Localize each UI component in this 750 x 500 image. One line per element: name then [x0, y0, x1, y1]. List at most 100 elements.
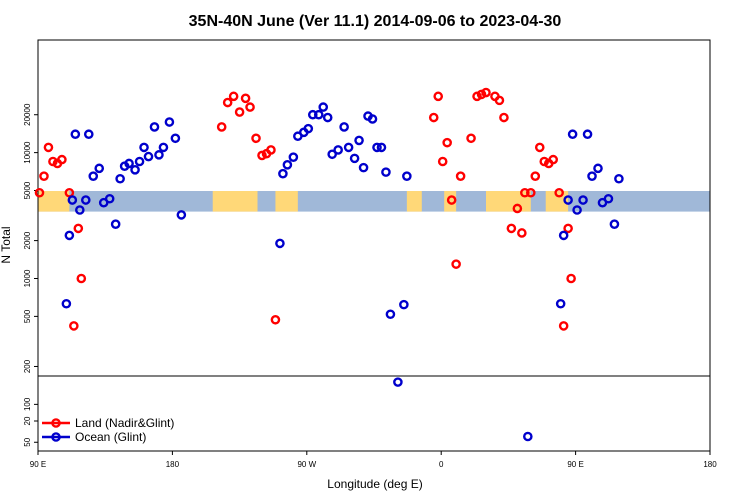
ocean-point	[563, 195, 573, 205]
land-point	[234, 107, 245, 117]
y-tick-label: 20	[23, 416, 32, 425]
ocean-point	[70, 129, 81, 140]
ocean-point	[327, 149, 337, 160]
ocean-point	[176, 210, 187, 220]
ocean-point	[88, 171, 99, 181]
ocean-point	[313, 109, 324, 120]
land-point	[548, 154, 559, 165]
ocean-point	[75, 205, 85, 215]
land-point	[266, 145, 276, 155]
x-tick-label: 180	[166, 460, 180, 469]
ocean-point	[393, 377, 403, 387]
ocean-point	[149, 122, 160, 132]
land-point	[257, 150, 267, 161]
y-tick-label: 20000	[23, 103, 32, 126]
land-point	[520, 187, 530, 198]
land-point	[466, 133, 476, 144]
land-point	[455, 171, 466, 181]
ocean-point	[372, 142, 382, 153]
band-land-segment	[444, 191, 457, 212]
y-tick-label: 10000	[23, 141, 32, 164]
ocean-point	[130, 165, 140, 175]
land-point	[476, 89, 487, 100]
ocean-point	[83, 129, 94, 140]
y-tick-label: 50	[23, 437, 32, 446]
ocean-point	[402, 171, 412, 181]
ocean-point	[376, 142, 387, 153]
land-point	[446, 195, 457, 205]
land-point	[499, 112, 509, 123]
land-point	[222, 97, 233, 108]
ocean-point	[104, 193, 115, 204]
land-point	[451, 259, 461, 269]
ocean-point	[578, 195, 588, 205]
land-point	[245, 102, 255, 112]
ocean-point	[80, 195, 91, 205]
y-tick-label: 2000	[23, 231, 32, 249]
ocean-point	[303, 123, 314, 134]
x-axis: 90 E 180 90 W 0 90 E 180	[30, 451, 717, 469]
ocean-point	[139, 142, 149, 153]
land-point	[433, 91, 444, 102]
band-ocean	[38, 191, 710, 212]
land-point	[554, 187, 564, 198]
ocean-point	[278, 168, 288, 179]
land-point	[526, 187, 536, 198]
x-tick-label: 0	[439, 460, 444, 469]
ocean-point	[609, 219, 620, 229]
x-tick-label: 90 E	[30, 460, 46, 469]
ocean-point	[154, 150, 164, 160]
land-point	[442, 137, 452, 148]
band-land-segment	[212, 191, 258, 212]
x-tick-label: 180	[703, 460, 717, 469]
ocean-point	[322, 112, 333, 123]
legend-marker	[51, 418, 61, 428]
land-point	[481, 87, 491, 98]
ocean-point	[614, 173, 624, 184]
ocean-point	[349, 153, 360, 164]
ocean-point	[124, 158, 134, 169]
land-point	[563, 223, 573, 234]
land-point	[530, 171, 541, 181]
x-tick-label: 90 E	[567, 460, 583, 469]
y-tick-label: 200	[23, 359, 32, 373]
ocean-point	[282, 160, 293, 170]
ocean-point	[572, 205, 582, 215]
land-point	[69, 321, 79, 331]
ocean-point	[64, 230, 75, 241]
land-point	[517, 228, 527, 238]
ocean-point	[110, 219, 121, 229]
land-point	[43, 142, 54, 153]
ocean-point	[275, 238, 285, 249]
land-point	[437, 156, 448, 167]
ocean-point	[164, 117, 175, 127]
ocean-point	[603, 193, 614, 204]
ocean-point	[582, 129, 593, 140]
x-tick-label: 90 W	[297, 460, 316, 469]
land-point	[506, 223, 517, 234]
ocean-point	[354, 135, 364, 146]
band-land-segment	[275, 191, 298, 212]
land-point	[566, 273, 576, 284]
land-point	[34, 187, 45, 198]
land-point	[270, 314, 281, 325]
land-point	[228, 91, 239, 102]
ocean-point	[143, 151, 154, 162]
ocean-point	[318, 102, 329, 112]
ocean-point	[343, 142, 354, 153]
data-points	[34, 87, 624, 442]
y-tick-label: 500	[23, 309, 32, 323]
ocean-point	[593, 163, 603, 174]
land-point	[73, 223, 84, 234]
land-point	[216, 122, 227, 132]
y-axis: 20000 10000 5000 2000 1000 500 200 100 50 20	[23, 103, 38, 447]
band-land-segment	[406, 191, 422, 212]
land-point	[39, 171, 49, 181]
land-point	[251, 133, 261, 144]
ocean-point	[385, 309, 396, 320]
ocean-point	[115, 173, 125, 184]
ocean-point	[339, 122, 349, 132]
legend-label: Land (Nadir&Glint)	[75, 416, 174, 430]
ocean-point	[67, 195, 78, 205]
y-axis-label: N Total	[0, 226, 13, 263]
